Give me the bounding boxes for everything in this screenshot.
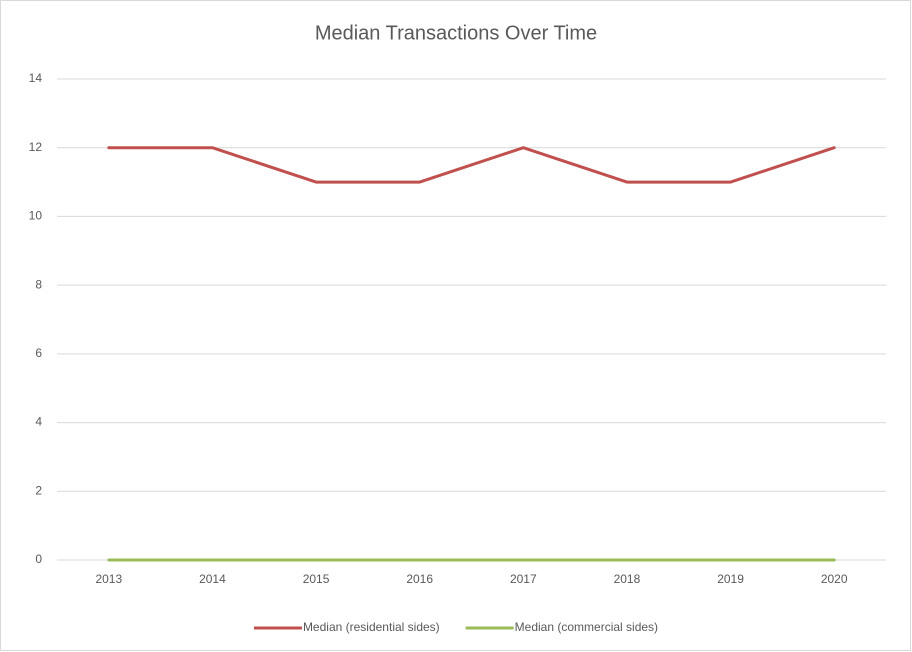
y-tick-label: 8	[35, 277, 42, 291]
y-tick-label: 6	[35, 346, 42, 360]
y-tick-label: 0	[35, 552, 42, 566]
y-tick-label: 10	[29, 209, 43, 223]
y-tick-label: 4	[35, 415, 42, 429]
x-tick-label: 2015	[303, 572, 330, 586]
x-tick-label: 2020	[821, 572, 848, 586]
y-tick-label: 2	[35, 483, 42, 497]
x-tick-label: 2014	[199, 572, 226, 586]
series-line	[107, 146, 836, 184]
x-tick-label: 2017	[510, 572, 537, 586]
legend-label: Median (commercial sides)	[515, 620, 658, 634]
x-tick-label: 2013	[95, 572, 122, 586]
x-tick-label: 2019	[717, 572, 744, 586]
chart-title: Median Transactions Over Time	[315, 22, 597, 44]
y-tick-label: 12	[29, 140, 43, 154]
x-tick-label: 2018	[614, 572, 641, 586]
legend-label: Median (residential sides)	[303, 620, 440, 634]
x-tick-label: 2016	[406, 572, 433, 586]
y-tick-label: 14	[29, 71, 43, 85]
